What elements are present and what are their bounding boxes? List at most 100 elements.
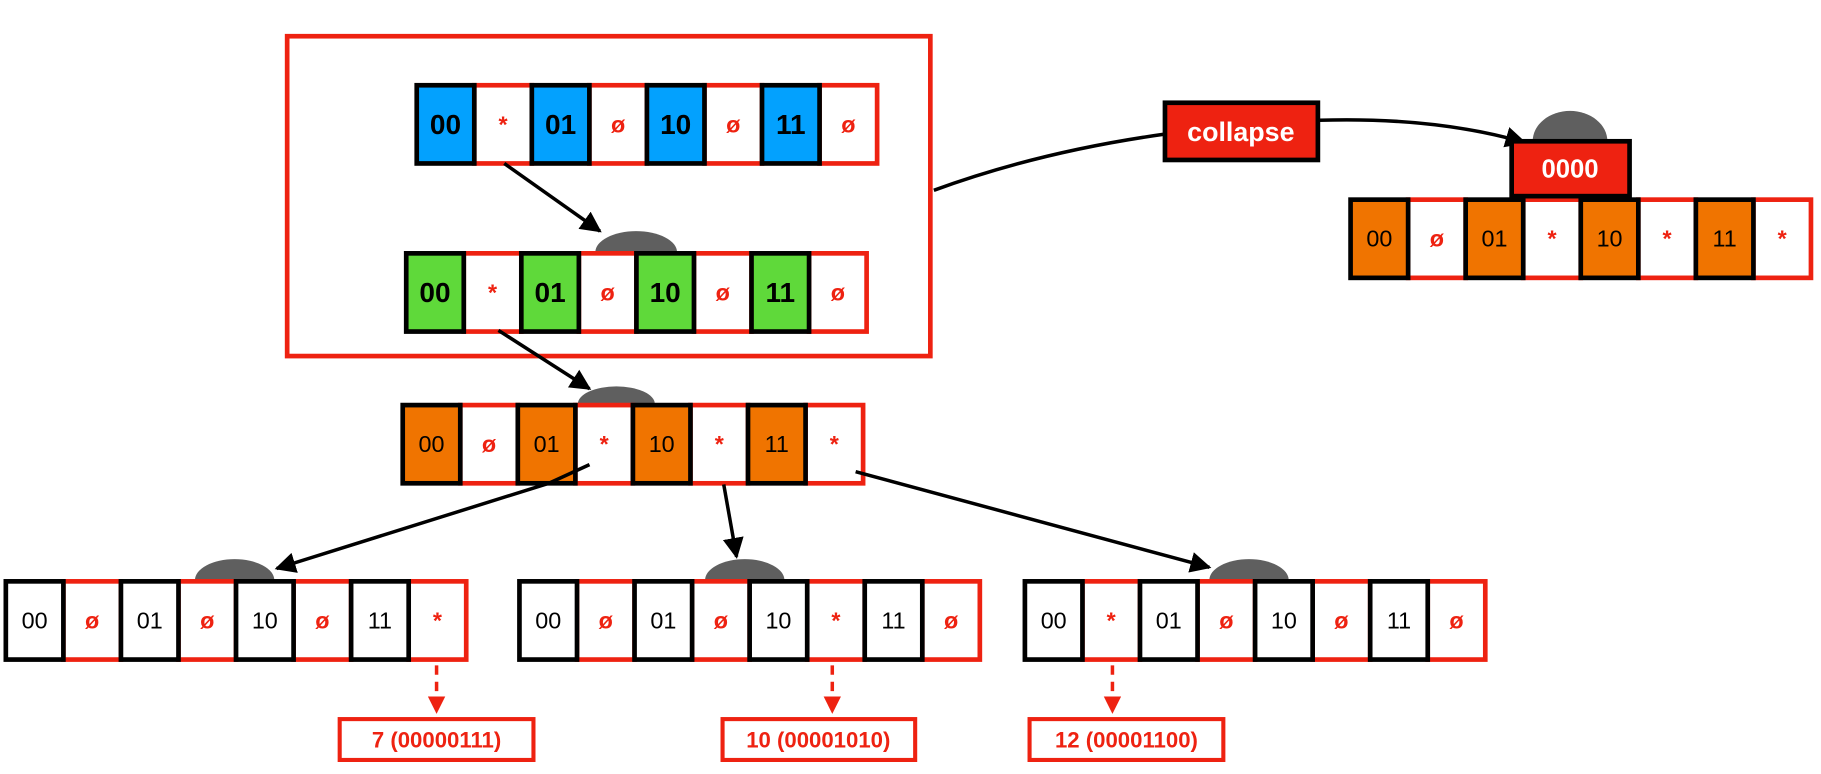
- label-text: 00: [419, 277, 450, 308]
- label-text: 11: [1387, 607, 1411, 633]
- label-text: 00: [535, 607, 561, 633]
- value-text: ø: [200, 607, 215, 633]
- edges: [274, 118, 1527, 573]
- value-text: ø: [611, 111, 626, 137]
- label-cell: [644, 82, 707, 166]
- value-text: *: [1547, 226, 1557, 252]
- value-cell: [1635, 197, 1699, 281]
- value-cell: [803, 402, 866, 486]
- value-text: ø: [601, 279, 616, 305]
- label-cell: [400, 402, 463, 486]
- label-text: 01: [1481, 226, 1507, 252]
- label-text: 00: [22, 607, 48, 633]
- node-row-orange: ø * * * 00 01 10 11: [400, 402, 866, 486]
- value-text: *: [830, 431, 840, 457]
- label-cell: [1252, 579, 1315, 662]
- label-text: 10: [649, 431, 675, 457]
- label-cell: [749, 251, 812, 334]
- value-cell: [688, 402, 751, 486]
- value-text: ø: [726, 111, 741, 137]
- label-text: 01: [534, 431, 560, 457]
- value-cell: [406, 579, 469, 662]
- value-text: ø: [716, 279, 731, 305]
- label-text: 01: [1156, 607, 1182, 633]
- value-text: ø: [1334, 607, 1349, 633]
- result-box-1: 7 (00000111): [337, 717, 536, 762]
- edge-orange-11-to-leaf3: [855, 469, 1212, 573]
- value-cell: [919, 579, 983, 662]
- label-cell: [1578, 197, 1641, 281]
- value-text: ø: [944, 607, 959, 633]
- label-cell: [517, 579, 580, 662]
- label-text: 11: [368, 607, 392, 633]
- label-cell: [414, 82, 477, 166]
- label-text: 10: [650, 277, 681, 308]
- label-text: 10: [1597, 226, 1623, 252]
- result-box-2: 10 (00001010): [720, 717, 918, 762]
- collapse-label-box: collapse: [1162, 100, 1321, 163]
- label-text: 11: [765, 277, 795, 308]
- label-cell: [3, 579, 66, 662]
- label-text: 00: [1366, 226, 1392, 252]
- label-cell: [1463, 197, 1526, 281]
- label-cell: [1022, 579, 1085, 662]
- label-text: 11: [776, 109, 806, 140]
- label-cell: [745, 402, 808, 486]
- label-cell: [518, 251, 582, 334]
- value-text: ø: [714, 607, 729, 633]
- value-text: *: [1107, 607, 1117, 633]
- result-text: 10 (00001010): [746, 728, 890, 753]
- edge-group-to-collapse: [933, 132, 1165, 192]
- result-edges: [427, 665, 1122, 714]
- label-text: 11: [881, 607, 905, 633]
- label-cell: [1137, 579, 1200, 662]
- label-cell: [1348, 197, 1411, 281]
- node-row-leaf1: ø ø ø * 00 01 10 11: [3, 579, 469, 662]
- label-cell: [1367, 579, 1431, 662]
- edge-green-to-orange: [497, 328, 592, 391]
- value-text: ø: [841, 111, 856, 137]
- value-text: *: [499, 111, 509, 137]
- value-text: ø: [599, 607, 614, 633]
- value-text: ø: [1219, 607, 1234, 633]
- label-cell: [747, 579, 810, 662]
- value-text: ø: [315, 607, 330, 633]
- value-text: *: [488, 279, 498, 305]
- label-cell: [759, 82, 822, 166]
- label-text: 10: [1271, 607, 1297, 633]
- result-text: 12 (00001100): [1055, 728, 1198, 753]
- label-cell: [632, 579, 695, 662]
- label-text: 00: [430, 109, 461, 140]
- label-text: 10: [252, 607, 278, 633]
- result-box-3: 12 (00001100): [1027, 717, 1226, 762]
- value-text: ø: [1430, 226, 1445, 252]
- node-row-leaf2: ø ø * ø 00 01 10 11: [517, 579, 983, 662]
- collapse-label: collapse: [1187, 117, 1294, 147]
- value-cell: [1425, 579, 1488, 662]
- collapsed-group-box: [284, 33, 933, 359]
- label-cell: [529, 82, 592, 166]
- node-row-collapsed: ø * * * 00 01 10 11: [1348, 197, 1814, 281]
- value-text: *: [433, 607, 443, 633]
- node-row-leaf3: * ø ø ø 00 01 10 11: [1022, 579, 1488, 662]
- value-cell: [806, 251, 869, 334]
- label-cell: [634, 251, 697, 334]
- edge-orange-01-to-leaf1: [274, 463, 591, 573]
- value-cell: [817, 82, 880, 166]
- label-text: 11: [765, 431, 789, 457]
- label-text: 10: [660, 109, 691, 140]
- edge-blue-to-green: [503, 162, 602, 233]
- value-text: *: [1778, 226, 1788, 252]
- value-text: *: [1663, 226, 1673, 252]
- value-cell: [1080, 579, 1143, 662]
- node-row-green: * ø ø ø 00 01 10 11: [403, 251, 869, 334]
- label-cell: [348, 579, 412, 662]
- value-text: ø: [482, 431, 497, 457]
- label-text: 00: [419, 431, 445, 457]
- edge-orange-10-to-leaf2: [722, 484, 744, 559]
- value-cell: [1310, 579, 1373, 662]
- label-text: 01: [545, 109, 576, 140]
- label-cell: [630, 402, 693, 486]
- value-text: ø: [85, 607, 100, 633]
- label-text: 01: [137, 607, 163, 633]
